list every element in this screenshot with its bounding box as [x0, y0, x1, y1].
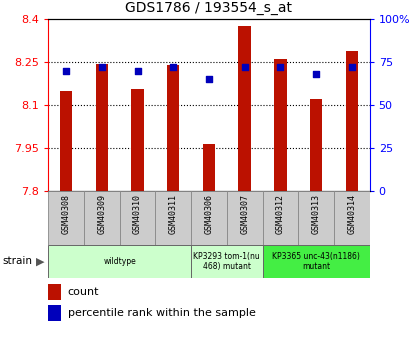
Text: strain: strain	[2, 256, 32, 266]
Text: percentile rank within the sample: percentile rank within the sample	[68, 308, 255, 318]
Bar	[334, 191, 370, 245]
Text: ▶: ▶	[36, 256, 44, 266]
Text: KP3293 tom-1(nu
468) mutant: KP3293 tom-1(nu 468) mutant	[194, 252, 260, 271]
Bar	[191, 245, 262, 278]
Bar	[310, 99, 322, 191]
Point	[134, 68, 141, 73]
Point	[241, 65, 248, 70]
Bar	[262, 191, 298, 245]
Point	[349, 65, 355, 70]
Text: GSM40310: GSM40310	[133, 194, 142, 234]
Point	[63, 68, 70, 73]
Point	[170, 65, 177, 70]
Title: GDS1786 / 193554_s_at: GDS1786 / 193554_s_at	[126, 1, 292, 15]
Bar	[191, 191, 227, 245]
Text: GSM40314: GSM40314	[347, 194, 356, 234]
Bar	[48, 191, 84, 245]
Point	[206, 77, 212, 82]
Text: GSM40313: GSM40313	[312, 194, 320, 234]
Bar	[203, 144, 215, 191]
Bar	[131, 89, 144, 191]
Text: GSM40311: GSM40311	[169, 194, 178, 234]
Text: GSM40309: GSM40309	[97, 194, 106, 234]
Bar	[120, 191, 155, 245]
Bar	[48, 245, 191, 278]
Bar	[60, 91, 72, 191]
Bar	[346, 51, 358, 191]
Bar	[84, 191, 120, 245]
Bar	[167, 65, 179, 191]
Bar	[48, 284, 61, 300]
Bar	[227, 191, 262, 245]
Text: GSM40312: GSM40312	[276, 194, 285, 234]
Text: wildtype: wildtype	[103, 257, 136, 266]
Point	[312, 71, 319, 77]
Bar	[262, 245, 370, 278]
Bar	[239, 26, 251, 191]
Bar	[48, 305, 61, 321]
Text: GSM40307: GSM40307	[240, 194, 249, 234]
Text: GSM40308: GSM40308	[62, 194, 71, 234]
Text: count: count	[68, 287, 99, 297]
Point	[277, 65, 284, 70]
Point	[98, 65, 105, 70]
Bar	[155, 191, 191, 245]
Bar	[274, 59, 286, 191]
Text: KP3365 unc-43(n1186)
mutant: KP3365 unc-43(n1186) mutant	[272, 252, 360, 271]
Text: GSM40306: GSM40306	[205, 194, 213, 234]
Bar	[96, 63, 108, 191]
Bar	[298, 191, 334, 245]
